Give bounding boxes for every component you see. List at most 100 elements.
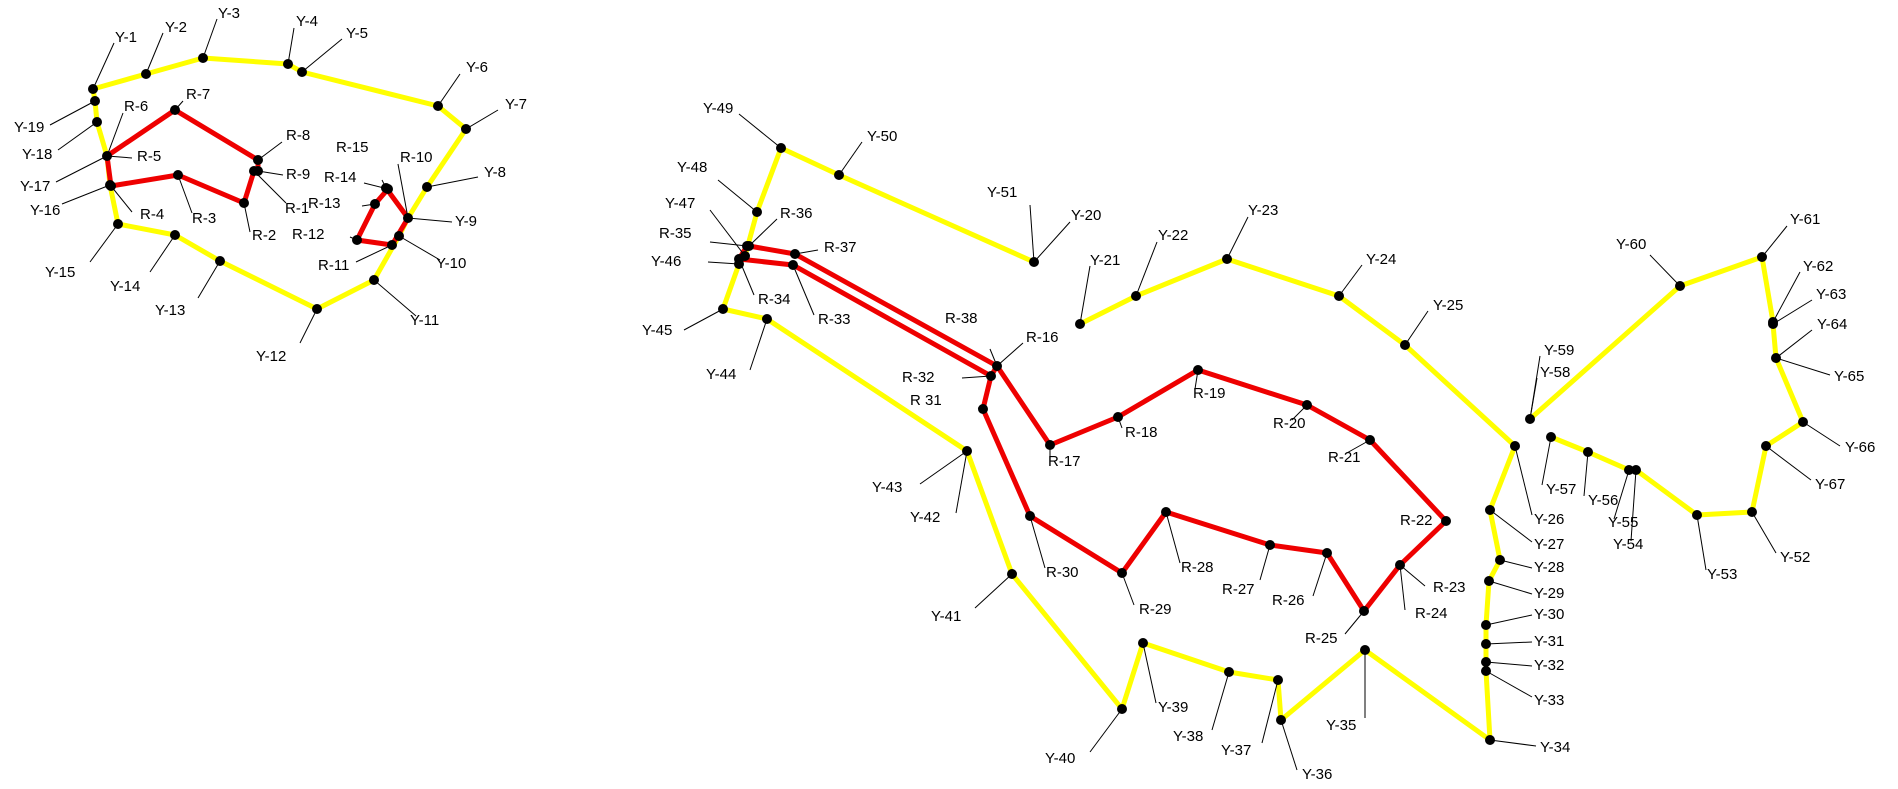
label-r-17: R-17 — [1048, 453, 1081, 470]
label-r-22: R-22 — [1400, 512, 1433, 529]
node-y-21 — [1075, 319, 1085, 329]
leader-y-34 — [1489, 739, 1537, 747]
label-y-56: Y-56 — [1588, 492, 1618, 509]
node-y-23 — [1222, 254, 1232, 264]
label-r-13: R-13 — [308, 195, 341, 212]
label-r-31: R 31 — [910, 392, 942, 409]
leader-y-67 — [1765, 445, 1812, 481]
yellow-path-right-2 — [1527, 254, 1806, 518]
leader-y-23 — [1226, 216, 1249, 260]
node-y-32 — [1481, 657, 1491, 667]
label-r-14: R-14 — [324, 169, 357, 186]
leader-y-42 — [955, 450, 968, 514]
leader-y-37 — [1261, 679, 1279, 744]
leader-r-27 — [1259, 544, 1271, 581]
leader-r-3 — [177, 174, 193, 214]
label-y-61: Y-61 — [1790, 211, 1820, 228]
node-y-33 — [1481, 666, 1491, 676]
label-y-28: Y-28 — [1534, 559, 1564, 576]
node-y-37 — [1273, 675, 1283, 685]
leader-y-41 — [974, 573, 1013, 609]
label-y-40: Y-40 — [1045, 750, 1075, 767]
leader-y-62 — [1772, 271, 1801, 323]
label-r-27: R-27 — [1222, 581, 1255, 598]
node-y-57 — [1546, 432, 1556, 442]
node-r-11 — [387, 240, 397, 250]
node-y-54 — [1631, 465, 1641, 475]
leader-y-2 — [145, 32, 164, 75]
node-r-12 — [352, 235, 362, 245]
label-r-34: R-34 — [758, 291, 791, 308]
label-y-2: Y-2 — [165, 19, 187, 36]
node-y-12 — [312, 304, 322, 314]
leader-r-28 — [1165, 511, 1181, 564]
label-y-66: Y-66 — [1845, 439, 1875, 456]
leader-y-60 — [1649, 254, 1681, 287]
leader-y-61 — [1761, 225, 1788, 258]
node-y-63 — [1768, 319, 1778, 329]
node-r-23 — [1395, 560, 1405, 570]
node-y-1 — [88, 84, 98, 94]
red-lines-layer — [104, 107, 1449, 614]
label-r-15: R-15 — [336, 139, 369, 156]
node-y-3 — [198, 53, 208, 63]
leader-y-3 — [202, 18, 218, 59]
leader-y-11 — [373, 279, 417, 317]
node-y-14 — [170, 230, 180, 240]
label-y-44: Y-44 — [706, 366, 736, 383]
label-r-23: R-23 — [1433, 579, 1466, 596]
label-y-1: Y-1 — [115, 29, 137, 46]
label-y-52: Y-52 — [1780, 549, 1810, 566]
node-r-31 — [978, 404, 988, 414]
leader-r-26 — [1312, 552, 1328, 597]
label-y-35: Y-35 — [1326, 717, 1356, 734]
label-y-22: Y-22 — [1158, 227, 1188, 244]
leader-y-63 — [1772, 299, 1813, 325]
label-y-47: Y-47 — [665, 195, 695, 212]
node-y-15 — [113, 219, 123, 229]
label-y-48: Y-48 — [677, 159, 707, 176]
yellow-loop-left — [90, 55, 469, 312]
leader-y-19 — [49, 100, 96, 126]
label-y-27: Y-27 — [1534, 536, 1564, 553]
leader-y-47 — [709, 209, 746, 257]
leader-y-27 — [1489, 509, 1533, 543]
leader-y-56 — [1583, 451, 1589, 497]
node-y-55 — [1624, 465, 1634, 475]
label-y-62: Y-62 — [1803, 258, 1833, 275]
label-y-34: Y-34 — [1540, 739, 1570, 756]
node-r-26 — [1322, 548, 1332, 558]
label-r-29: R-29 — [1139, 601, 1172, 618]
label-y-17: Y-17 — [20, 178, 50, 195]
node-y-38 — [1224, 667, 1234, 677]
node-r-3 — [173, 170, 183, 180]
leader-lines-layer — [49, 18, 1841, 771]
label-y-51: Y-51 — [987, 184, 1017, 201]
node-y-27 — [1485, 505, 1495, 515]
leader-y-12 — [299, 308, 318, 344]
label-y-37: Y-37 — [1221, 742, 1251, 759]
label-y-57: Y-57 — [1546, 481, 1576, 498]
leader-y-65 — [1775, 357, 1831, 376]
label-y-13: Y-13 — [155, 302, 185, 319]
node-y-35 — [1360, 645, 1370, 655]
leader-y-46 — [707, 261, 740, 265]
label-y-46: Y-46 — [651, 253, 681, 270]
leader-r-29 — [1121, 572, 1135, 606]
leader-y-22 — [1135, 241, 1158, 297]
label-r-2: R-2 — [252, 227, 276, 244]
leader-y-17 — [55, 155, 108, 183]
leader-y-20 — [1033, 221, 1071, 263]
label-r-8: R-8 — [286, 127, 310, 144]
label-r-7: R-7 — [186, 86, 210, 103]
leader-r-35 — [709, 241, 748, 247]
node-r-37 — [790, 249, 800, 259]
leader-y-4 — [287, 27, 295, 65]
label-y-58: Y-58 — [1540, 364, 1570, 381]
label-r-28: R-28 — [1181, 559, 1214, 576]
leader-y-13 — [197, 260, 221, 299]
leader-y-10 — [398, 235, 441, 261]
leader-y-52 — [1751, 511, 1777, 554]
label-r-12: R-12 — [292, 226, 325, 243]
